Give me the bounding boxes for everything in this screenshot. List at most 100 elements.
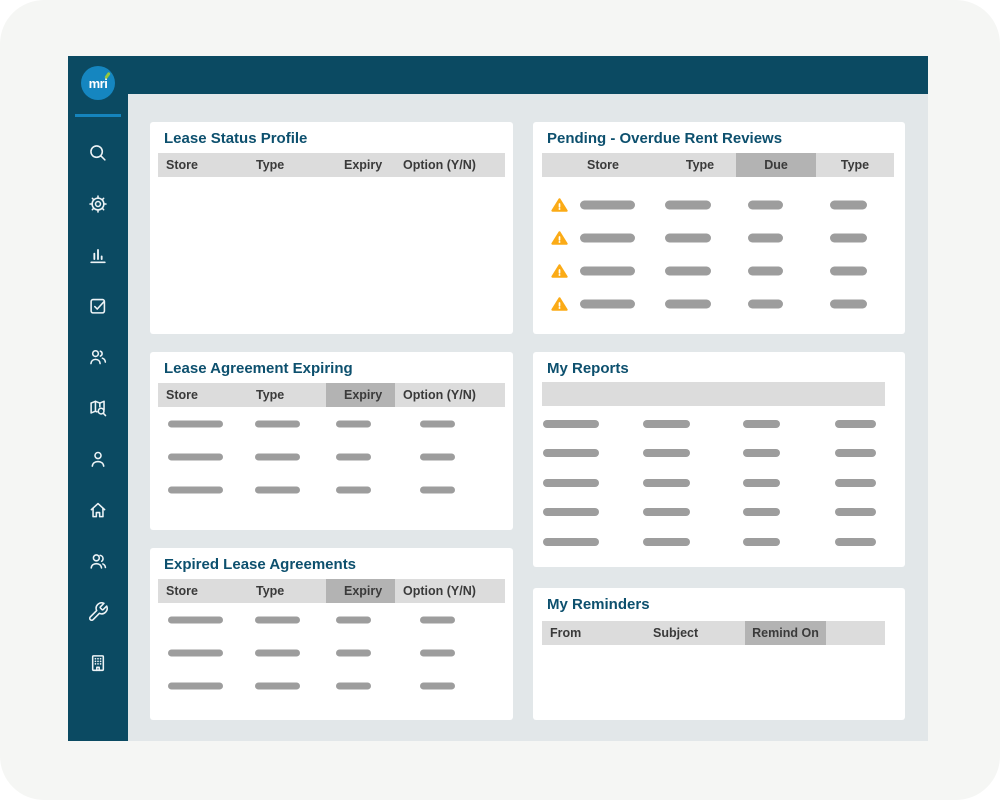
- placeholder-bar: [255, 649, 300, 656]
- sidebar-item-map[interactable]: [87, 397, 109, 419]
- sidebar-item-profile[interactable]: [87, 448, 109, 470]
- column-header-option[interactable]: Option (Y/N): [403, 388, 476, 402]
- table-body: [150, 407, 513, 506]
- placeholder-bar: [168, 682, 223, 689]
- column-header-expiry[interactable]: Expiry: [344, 158, 383, 172]
- table-row[interactable]: [150, 636, 513, 669]
- table-row[interactable]: [533, 188, 905, 221]
- placeholder-bar: [835, 508, 876, 517]
- table-row[interactable]: [533, 468, 905, 498]
- column-header-due[interactable]: Due: [736, 153, 816, 177]
- sidebar-item-tools[interactable]: [87, 601, 109, 623]
- placeholder-bar: [643, 478, 690, 487]
- column-header-type[interactable]: Type: [256, 388, 285, 402]
- table-row[interactable]: [150, 473, 513, 506]
- placeholder-bar: [743, 419, 780, 428]
- warning-icon: [551, 263, 568, 279]
- placeholder-bar: [168, 420, 223, 427]
- column-header-store[interactable]: Store: [587, 158, 619, 172]
- column-header-remind-on[interactable]: Remind On: [745, 621, 826, 645]
- table-body: [533, 188, 905, 320]
- sidebar-item-tenants[interactable]: [87, 550, 109, 572]
- panel-title: Expired Lease Agreements: [164, 556, 357, 573]
- top-bar: [128, 56, 928, 94]
- column-header-store[interactable]: Store: [166, 388, 198, 402]
- wrench-icon: [89, 602, 108, 621]
- warning-icon: [551, 230, 568, 246]
- column-header-option[interactable]: Option (Y/N): [403, 584, 476, 598]
- sidebar-item-properties[interactable]: [87, 499, 109, 521]
- people-icon: [90, 554, 107, 569]
- column-header-type[interactable]: Type: [256, 158, 285, 172]
- table-row[interactable]: [150, 440, 513, 473]
- table-row[interactable]: [533, 527, 905, 557]
- panel-lease-agreement-expiring: Lease Agreement Expiring Store Type Expi…: [150, 352, 513, 530]
- table-row[interactable]: [150, 407, 513, 440]
- sidebar-item-reports[interactable]: [87, 244, 109, 266]
- dashboard: Lease Status Profile Store Type Expiry O…: [128, 94, 928, 741]
- placeholder-bar: [255, 616, 300, 623]
- placeholder-bar: [748, 266, 783, 275]
- placeholder-bar: [665, 266, 711, 275]
- table-header: Store Type Expiry Option (Y/N): [158, 153, 505, 177]
- placeholder-bar: [336, 649, 371, 656]
- sidebar-item-settings[interactable]: [87, 193, 109, 215]
- panel-my-reminders: My Reminders From Subject Remind On: [533, 588, 905, 720]
- placeholder-bar: [643, 449, 690, 458]
- placeholder-bar: [665, 299, 711, 308]
- placeholder-bar: [336, 486, 371, 493]
- gear-icon: [89, 195, 107, 213]
- table-row[interactable]: [533, 254, 905, 287]
- table-row[interactable]: [150, 603, 513, 636]
- table-body: [150, 603, 513, 702]
- placeholder-bar: [580, 200, 635, 209]
- placeholder-bar: [420, 616, 455, 623]
- table-row[interactable]: [533, 498, 905, 528]
- app-logo: mri: [81, 66, 115, 100]
- placeholder-bar: [580, 299, 635, 308]
- sidebar-item-contacts[interactable]: [87, 346, 109, 368]
- column-header-type[interactable]: Type: [256, 584, 285, 598]
- table-row[interactable]: [533, 439, 905, 469]
- sidebar-item-tasks[interactable]: [87, 295, 109, 317]
- home-icon: [90, 502, 106, 518]
- column-header-from[interactable]: From: [550, 626, 582, 640]
- column-header-store[interactable]: Store: [166, 158, 198, 172]
- column-header-expiry[interactable]: Expiry: [326, 383, 395, 407]
- placeholder-bar: [168, 486, 223, 493]
- sidebar-item-buildings[interactable]: [87, 652, 109, 674]
- column-header-expiry[interactable]: Expiry: [326, 579, 395, 603]
- logo-accent: [104, 71, 111, 80]
- placeholder-bar: [643, 537, 690, 546]
- placeholder-bar: [743, 508, 780, 517]
- placeholder-bar: [420, 453, 455, 460]
- placeholder-bar: [835, 419, 876, 428]
- placeholder-bar: [830, 299, 867, 308]
- panel-title: Lease Status Profile: [164, 130, 308, 147]
- table-row[interactable]: [533, 221, 905, 254]
- placeholder-bar: [420, 649, 455, 656]
- placeholder-bar: [580, 266, 635, 275]
- placeholder-bar: [580, 233, 635, 242]
- table-row[interactable]: [533, 287, 905, 320]
- placeholder-bar: [336, 616, 371, 623]
- placeholder-bar: [748, 200, 783, 209]
- table-body: [533, 409, 905, 557]
- placeholder-bar: [543, 508, 599, 517]
- table-row[interactable]: [533, 409, 905, 439]
- column-header-subject[interactable]: Subject: [653, 626, 699, 640]
- column-header-option[interactable]: Option (Y/N): [403, 158, 476, 172]
- column-header-type-2[interactable]: Type: [840, 158, 870, 172]
- column-header-store[interactable]: Store: [166, 584, 198, 598]
- table-row[interactable]: [150, 669, 513, 702]
- placeholder-bar: [543, 419, 599, 428]
- panel-pending-overdue-rent-reviews: Pending - Overdue Rent Reviews Store Typ…: [533, 122, 905, 334]
- column-header-type[interactable]: Type: [685, 158, 715, 172]
- placeholder-bar: [643, 419, 690, 428]
- placeholder-bar: [543, 449, 599, 458]
- sidebar-item-search[interactable]: [87, 142, 109, 164]
- table-header: Store Type Expiry Option (Y/N): [158, 579, 505, 603]
- table-header: From Subject Remind On: [542, 621, 885, 645]
- logo-text: mri: [88, 75, 108, 91]
- placeholder-bar: [748, 299, 783, 308]
